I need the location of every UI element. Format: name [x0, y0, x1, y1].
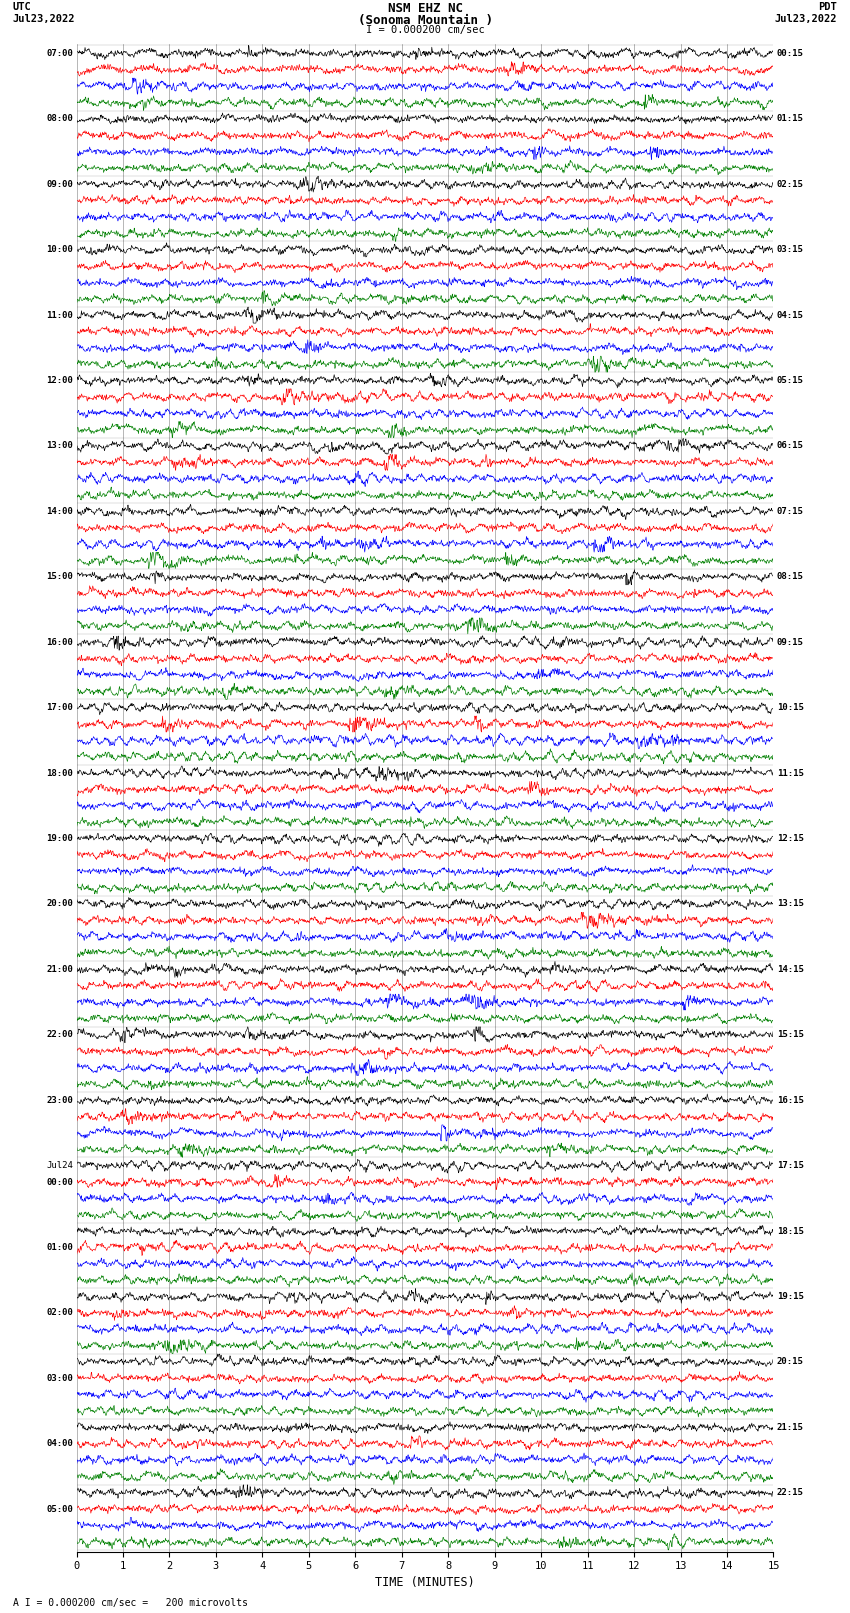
Text: 12:00: 12:00 — [46, 376, 73, 386]
Text: 01:15: 01:15 — [777, 115, 804, 123]
Text: 08:15: 08:15 — [777, 573, 804, 581]
Text: 22:15: 22:15 — [777, 1489, 804, 1497]
Text: 04:15: 04:15 — [777, 311, 804, 319]
Text: 17:15: 17:15 — [777, 1161, 804, 1169]
Text: 21:00: 21:00 — [46, 965, 73, 974]
Text: 16:15: 16:15 — [777, 1095, 804, 1105]
Text: 02:15: 02:15 — [777, 179, 804, 189]
Text: 20:15: 20:15 — [777, 1358, 804, 1366]
Text: 18:15: 18:15 — [777, 1226, 804, 1236]
Text: 10:00: 10:00 — [46, 245, 73, 255]
Text: 11:15: 11:15 — [777, 768, 804, 777]
Text: 09:00: 09:00 — [46, 179, 73, 189]
Text: (Sonoma Mountain ): (Sonoma Mountain ) — [358, 13, 492, 27]
Text: 19:00: 19:00 — [46, 834, 73, 844]
Text: I = 0.000200 cm/sec: I = 0.000200 cm/sec — [366, 24, 484, 35]
Text: 06:15: 06:15 — [777, 442, 804, 450]
Text: 16:00: 16:00 — [46, 637, 73, 647]
Text: A I = 0.000200 cm/sec =   200 microvolts: A I = 0.000200 cm/sec = 200 microvolts — [13, 1598, 247, 1608]
X-axis label: TIME (MINUTES): TIME (MINUTES) — [375, 1576, 475, 1589]
Text: 23:00: 23:00 — [46, 1095, 73, 1105]
Text: 00:00: 00:00 — [46, 1177, 73, 1187]
Text: 09:15: 09:15 — [777, 637, 804, 647]
Text: 02:00: 02:00 — [46, 1308, 73, 1318]
Text: 01:00: 01:00 — [46, 1244, 73, 1252]
Text: 03:15: 03:15 — [777, 245, 804, 255]
Text: 14:15: 14:15 — [777, 965, 804, 974]
Text: 13:15: 13:15 — [777, 900, 804, 908]
Text: 13:00: 13:00 — [46, 442, 73, 450]
Text: 05:00: 05:00 — [46, 1505, 73, 1513]
Text: 22:00: 22:00 — [46, 1031, 73, 1039]
Text: 20:00: 20:00 — [46, 900, 73, 908]
Text: 14:00: 14:00 — [46, 506, 73, 516]
Text: 17:00: 17:00 — [46, 703, 73, 713]
Text: 12:15: 12:15 — [777, 834, 804, 844]
Text: 15:15: 15:15 — [777, 1031, 804, 1039]
Text: 08:00: 08:00 — [46, 115, 73, 123]
Text: 10:15: 10:15 — [777, 703, 804, 713]
Text: Jul24: Jul24 — [46, 1161, 73, 1169]
Text: 07:15: 07:15 — [777, 506, 804, 516]
Text: PDT: PDT — [819, 3, 837, 13]
Text: NSM EHZ NC: NSM EHZ NC — [388, 3, 462, 16]
Text: 04:00: 04:00 — [46, 1439, 73, 1448]
Text: 11:00: 11:00 — [46, 311, 73, 319]
Text: 21:15: 21:15 — [777, 1423, 804, 1432]
Text: 18:00: 18:00 — [46, 768, 73, 777]
Text: Jul23,2022: Jul23,2022 — [13, 13, 76, 24]
Text: UTC: UTC — [13, 3, 31, 13]
Text: Jul23,2022: Jul23,2022 — [774, 13, 837, 24]
Text: 15:00: 15:00 — [46, 573, 73, 581]
Text: 00:15: 00:15 — [777, 48, 804, 58]
Text: 07:00: 07:00 — [46, 48, 73, 58]
Text: 05:15: 05:15 — [777, 376, 804, 386]
Text: 03:00: 03:00 — [46, 1374, 73, 1382]
Text: 19:15: 19:15 — [777, 1292, 804, 1302]
